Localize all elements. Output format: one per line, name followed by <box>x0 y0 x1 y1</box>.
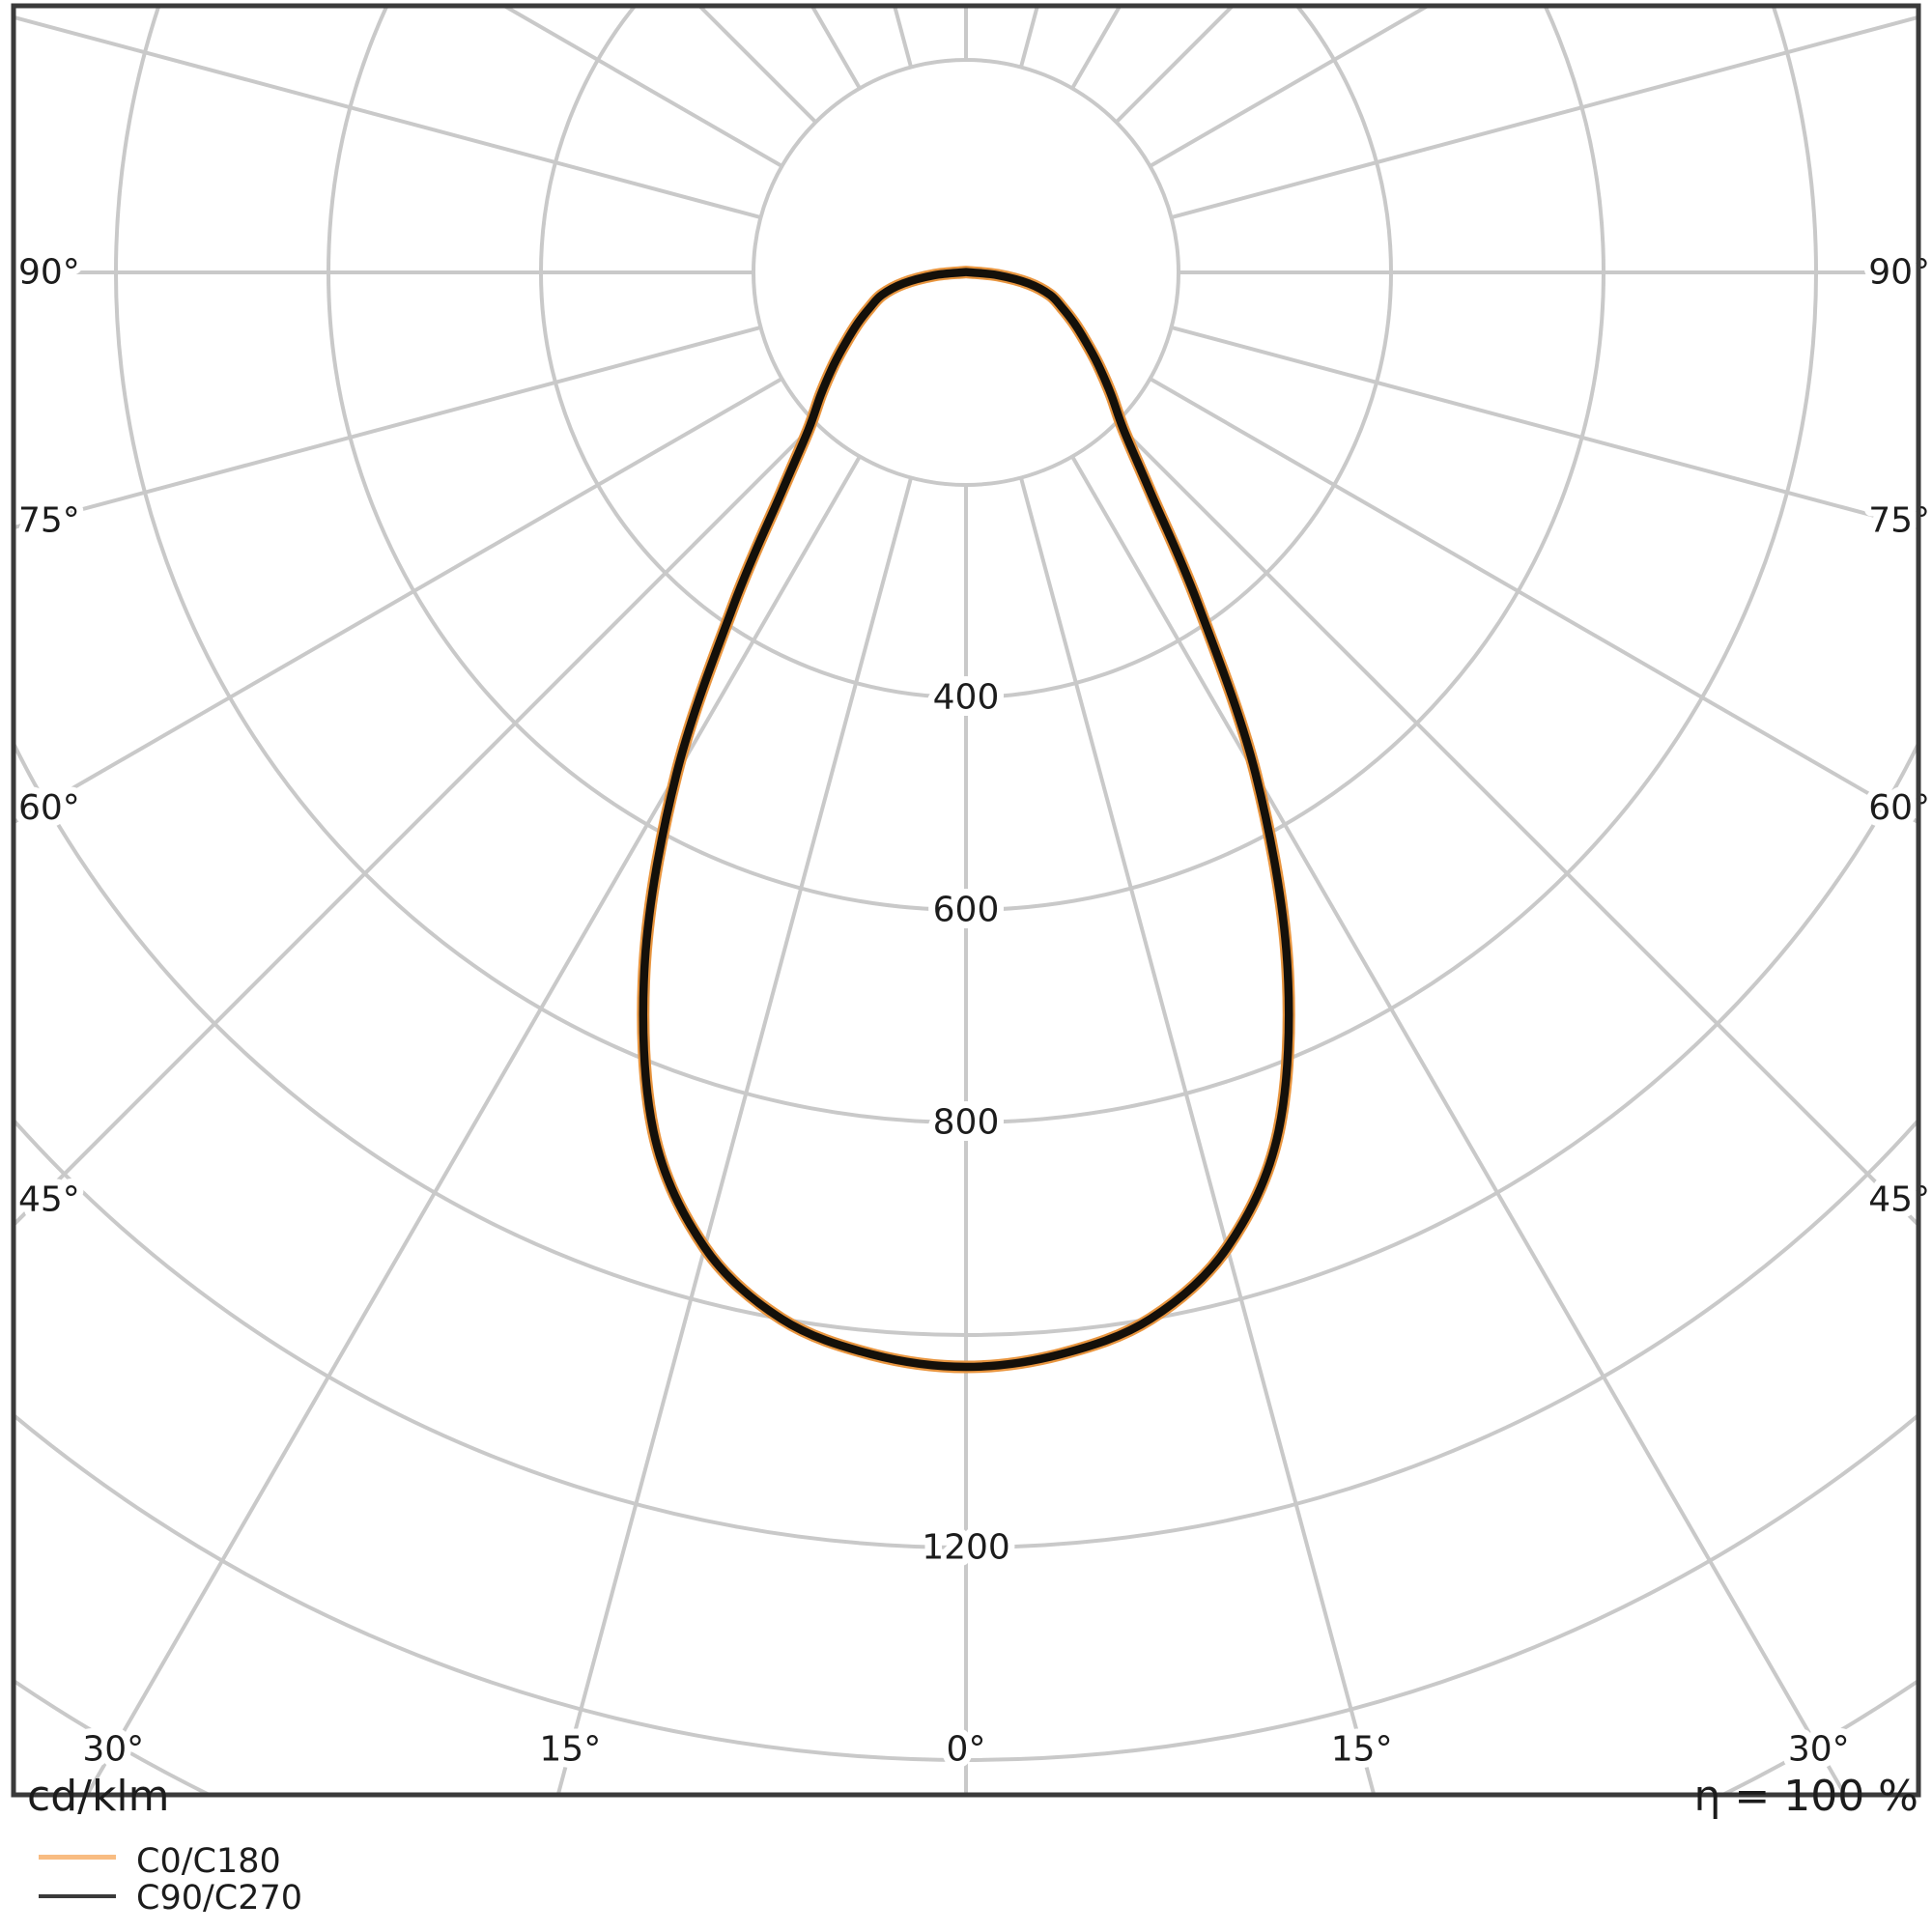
angle-tick-label-left: 45° <box>18 1180 80 1220</box>
legend-label-c90-c270: C90/C270 <box>136 1879 303 1918</box>
legend-swatch-c0-c180 <box>39 1855 116 1860</box>
radial-tick-label: 400 <box>933 678 1000 718</box>
grid-ray <box>1170 326 1918 530</box>
grid-ray <box>1115 421 1918 1228</box>
radial-tick-label: 1200 <box>922 1528 1010 1568</box>
grid-ray <box>555 476 913 1795</box>
legend-label-c0-c180: C0/C180 <box>136 1842 281 1881</box>
angle-tick-label-bottom: 30° <box>82 1730 144 1770</box>
angle-tick-label-left: 90° <box>18 253 80 293</box>
grid-ray <box>1170 14 1918 219</box>
grid-ray <box>1149 377 1918 825</box>
angle-tick-label-bottom: 15° <box>539 1730 601 1770</box>
radial-unit-label: cd/klm <box>27 1772 170 1821</box>
plot-border <box>11 3 1921 1798</box>
radial-tick-label: 600 <box>933 891 1000 930</box>
angle-tick-label-left: 60° <box>18 788 80 828</box>
grid-ray <box>14 14 762 219</box>
efficiency-label: η = 100 % <box>1693 1772 1918 1821</box>
radial-tick-label: 800 <box>933 1103 1000 1143</box>
grid-ray <box>14 421 817 1228</box>
grid-ray <box>1019 476 1377 1795</box>
grid-ray <box>14 326 762 530</box>
curve-c90-c270 <box>639 268 1293 1372</box>
angle-tick-label-left: 75° <box>18 501 80 541</box>
angle-tick-label-bottom: 15° <box>1331 1730 1393 1770</box>
angle-tick-label-bottom: 30° <box>1788 1730 1850 1770</box>
angle-tick-label-bottom: 0° <box>947 1730 986 1770</box>
legend-swatch-c90-c270 <box>39 1894 116 1898</box>
grid-ray <box>14 377 783 825</box>
